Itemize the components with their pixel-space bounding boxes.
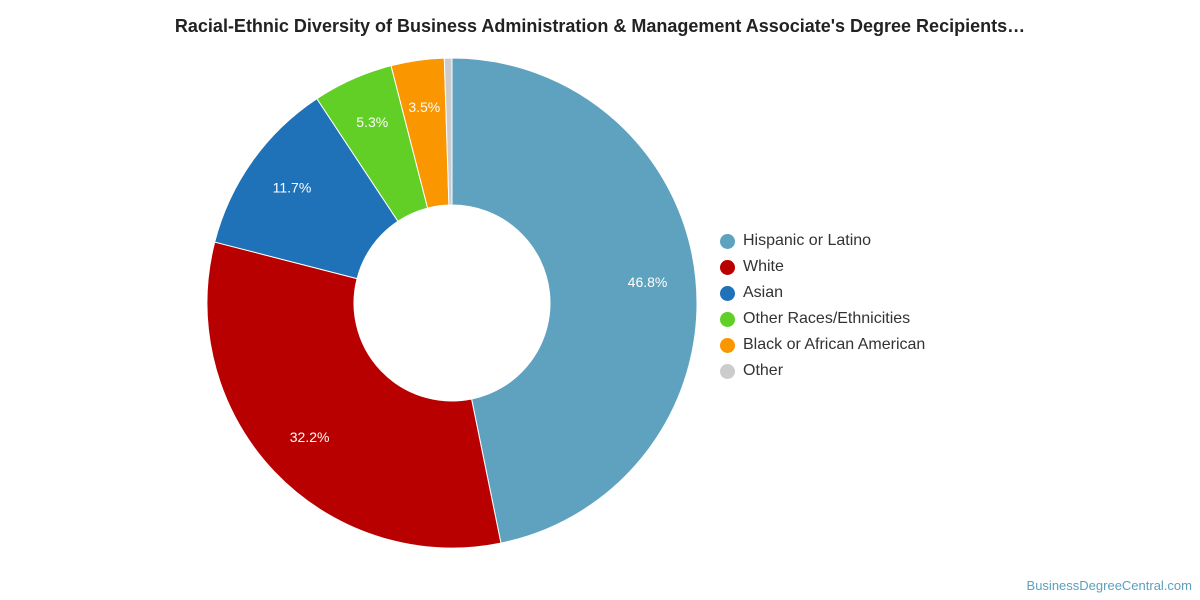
slice-white[interactable] (206, 241, 502, 549)
slice-asian[interactable] (214, 97, 399, 280)
legend-item[interactable]: Other (720, 358, 925, 384)
legend-marker-icon (720, 285, 735, 301)
legend-label: Other (743, 362, 784, 379)
legend-label: Black or African American (743, 336, 926, 353)
legend-label: Other Races/Ethnicities (743, 310, 911, 327)
legend-marker-icon (720, 259, 735, 275)
legend-marker-icon (720, 311, 735, 327)
legend-marker-icon (720, 233, 735, 249)
source-credit: BusinessDegreeCentral.com (1026, 578, 1192, 593)
slice-label: 46.8% (628, 274, 668, 290)
legend-item[interactable]: White (720, 254, 925, 280)
legend-marker-icon (720, 363, 735, 379)
legend-item[interactable]: Other Races/Ethnicities (720, 306, 925, 332)
legend: Hispanic or Latino White Asian Other Races/… (720, 228, 925, 384)
legend-item[interactable]: Hispanic or Latino (720, 228, 925, 254)
legend-item[interactable]: Black or African American (720, 332, 925, 358)
slice-label: 3.5% (408, 99, 440, 115)
slice-hispanic-or-latino[interactable] (451, 57, 698, 544)
legend-label: Asian (743, 284, 784, 301)
slice-label: 11.7% (273, 180, 312, 196)
slice-label: 5.3% (356, 114, 388, 130)
legend-label: Hispanic or Latino (743, 232, 872, 249)
slice-label: 32.2% (290, 429, 330, 445)
legend-marker-icon (720, 337, 735, 353)
legend-item[interactable]: Asian (720, 280, 925, 306)
legend-label: White (743, 258, 784, 275)
chart-title: Racial-Ethnic Diversity of Business Admi… (174, 16, 1026, 36)
slice-other[interactable] (443, 57, 453, 206)
